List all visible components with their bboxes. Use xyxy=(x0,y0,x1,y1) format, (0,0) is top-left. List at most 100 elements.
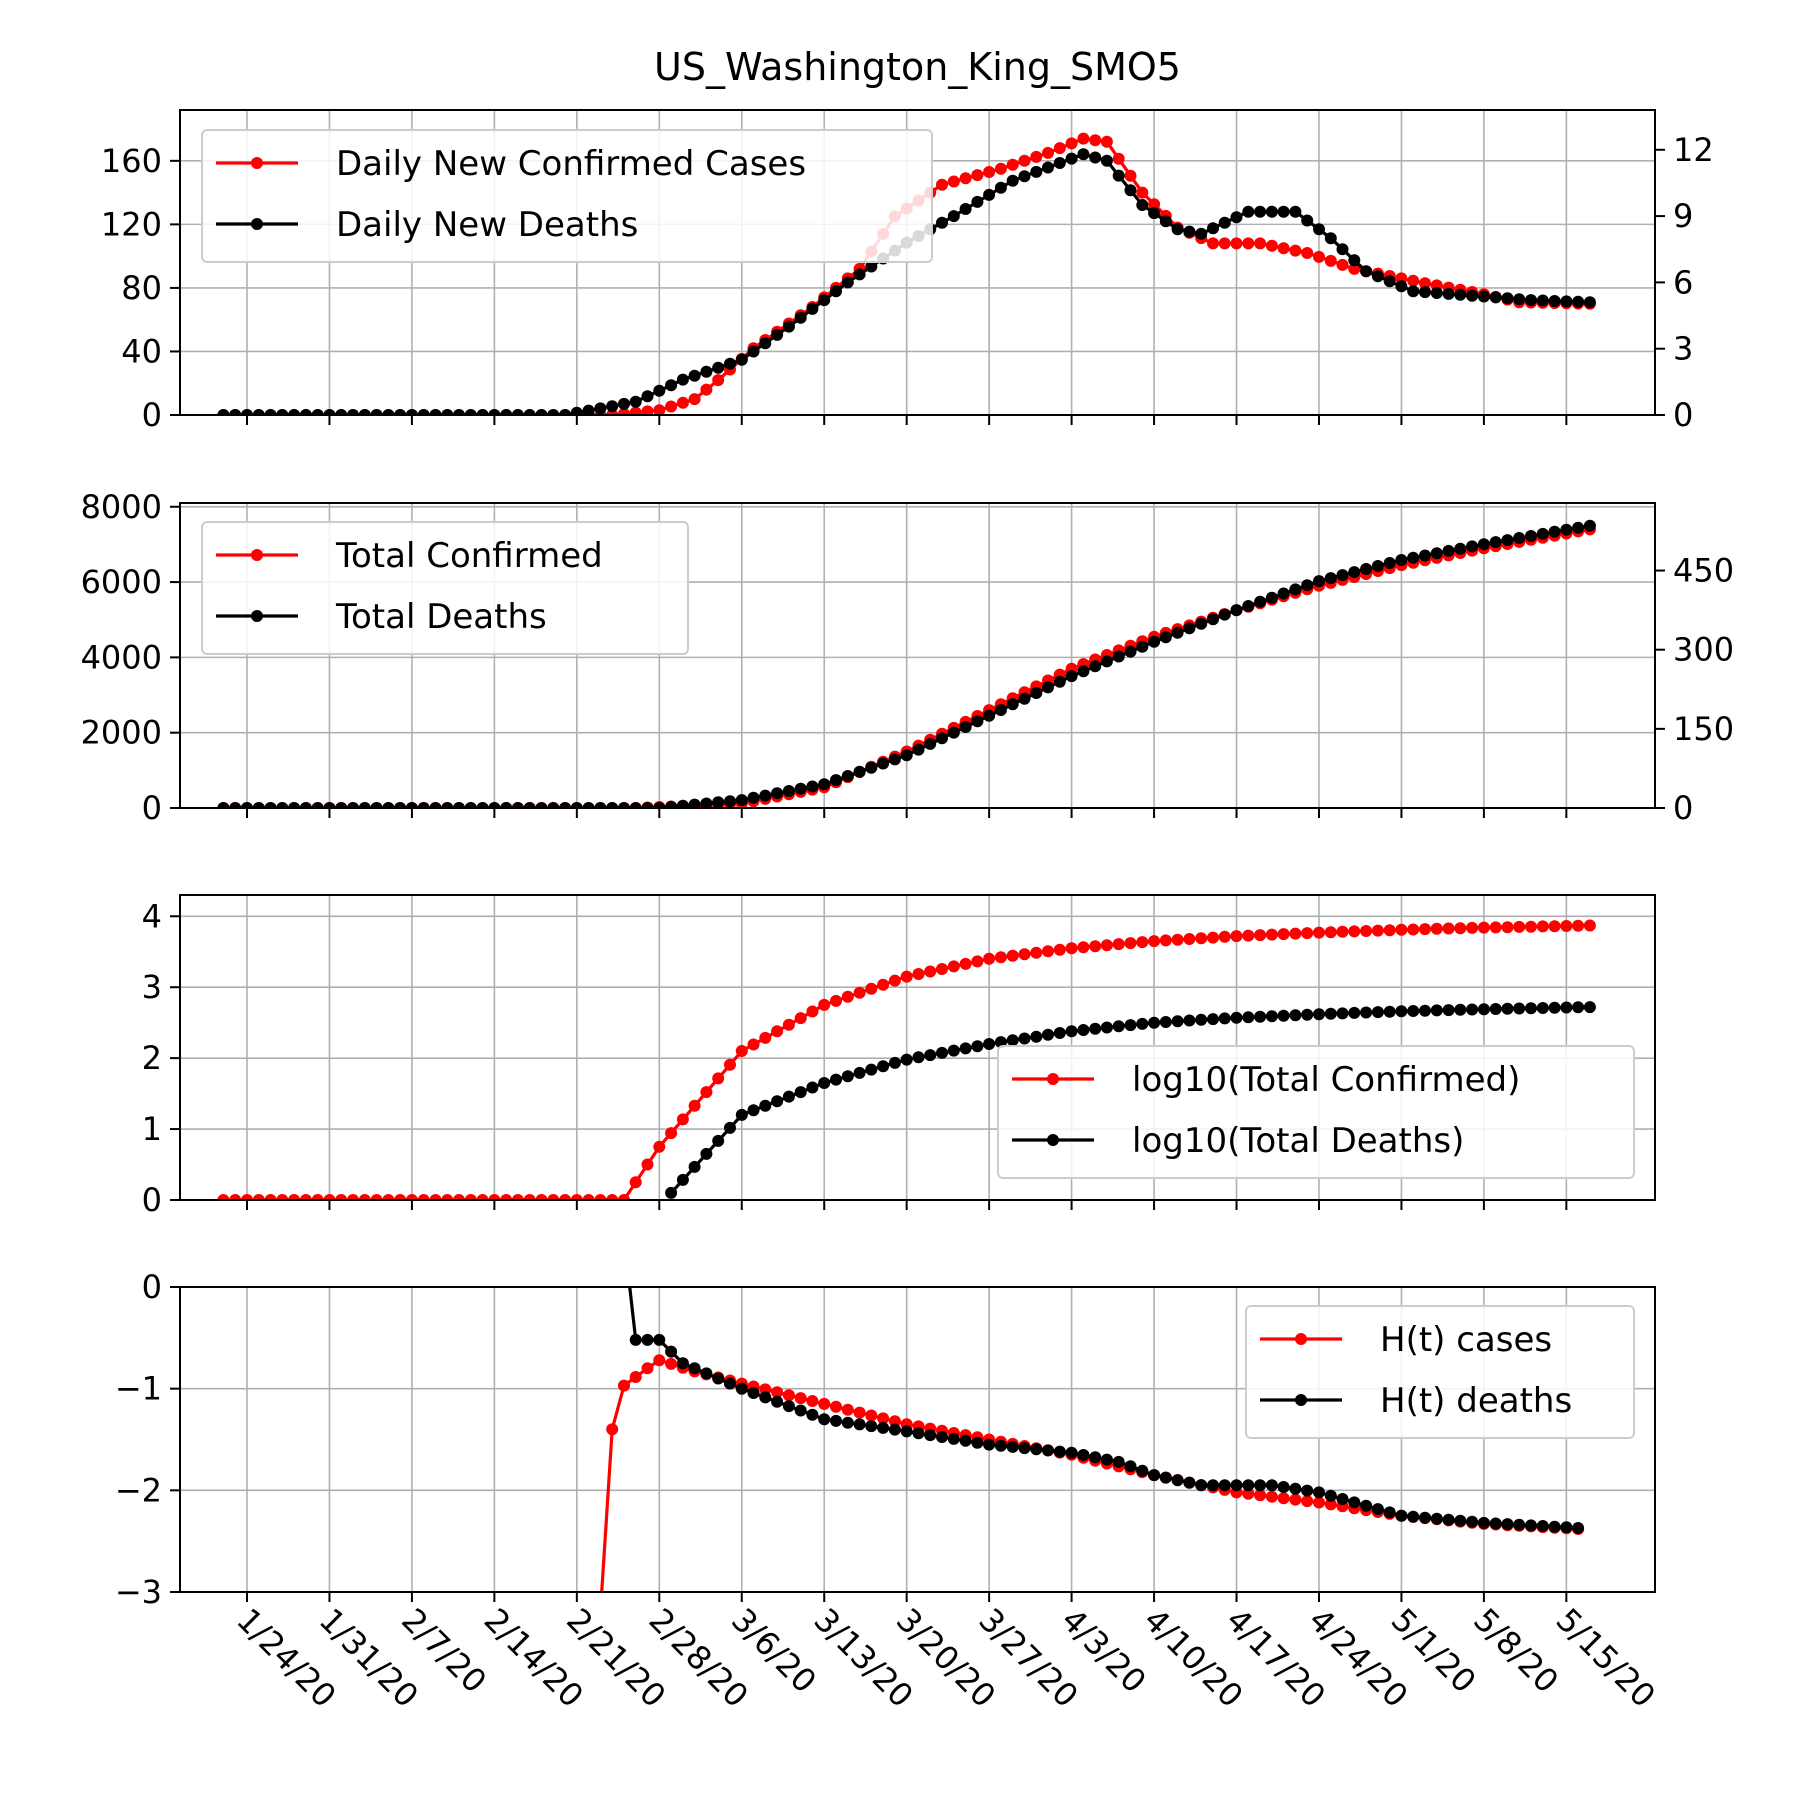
data-point xyxy=(264,802,277,808)
data-point xyxy=(771,328,784,341)
data-point xyxy=(924,1429,937,1442)
y-tick-label-left: 1 xyxy=(142,1110,162,1148)
data-point xyxy=(700,1147,713,1160)
data-point xyxy=(724,1377,736,1390)
data-point xyxy=(1489,1003,1502,1015)
data-point xyxy=(606,802,619,808)
data-point xyxy=(335,1194,348,1200)
data-point xyxy=(252,802,265,808)
data-point xyxy=(1242,1479,1255,1492)
y-tick-label-left: 40 xyxy=(121,332,162,370)
data-point xyxy=(771,1095,784,1108)
data-point xyxy=(912,968,925,980)
data-point xyxy=(912,743,925,756)
data-point xyxy=(806,1408,819,1421)
data-point xyxy=(1371,924,1384,937)
data-point xyxy=(700,365,713,378)
data-point xyxy=(1277,1009,1290,1022)
data-point xyxy=(1407,551,1420,564)
data-point xyxy=(1489,536,1502,549)
data-point xyxy=(1536,1002,1549,1014)
data-point xyxy=(712,796,725,808)
data-point xyxy=(311,802,324,808)
data-point xyxy=(1030,165,1043,178)
y-tick-label-left: 0 xyxy=(142,789,162,827)
legend-box xyxy=(201,521,689,655)
data-point xyxy=(1301,579,1314,592)
y-tick-label-right: 3 xyxy=(1673,330,1693,368)
data-point xyxy=(370,1194,383,1200)
data-point xyxy=(1183,1014,1196,1027)
data-point xyxy=(1112,1020,1125,1033)
data-point xyxy=(1324,232,1337,245)
data-point xyxy=(523,409,536,415)
data-point xyxy=(582,1194,595,1200)
data-point xyxy=(288,802,301,808)
data-point xyxy=(924,965,937,978)
legend-label: Daily New Deaths xyxy=(336,205,638,245)
data-point xyxy=(865,1420,878,1433)
data-point xyxy=(570,406,583,415)
y-tick-label-right: 0 xyxy=(1673,789,1693,827)
data-point xyxy=(1148,1469,1161,1482)
legend-swatch-marker xyxy=(1047,1134,1059,1146)
data-point xyxy=(1254,595,1267,608)
data-point xyxy=(358,802,371,808)
data-point xyxy=(523,1194,536,1200)
data-point xyxy=(888,1415,901,1428)
data-point xyxy=(1136,936,1149,949)
data-point xyxy=(1277,928,1290,941)
data-point xyxy=(1336,925,1349,938)
data-point xyxy=(1148,207,1161,220)
data-point xyxy=(1218,1479,1231,1492)
data-point xyxy=(1525,530,1537,542)
data-point xyxy=(1430,287,1443,299)
data-point xyxy=(1548,1001,1561,1014)
data-point xyxy=(1207,931,1219,944)
data-point xyxy=(782,1400,795,1413)
data-point xyxy=(853,1066,866,1079)
data-point xyxy=(865,982,878,995)
y-tick-label-left: 3 xyxy=(142,968,162,1006)
data-point xyxy=(358,1194,371,1200)
data-point xyxy=(299,1194,312,1200)
data-point xyxy=(217,409,230,415)
data-point xyxy=(264,1194,277,1200)
data-point xyxy=(1442,922,1455,935)
data-point xyxy=(1171,1474,1184,1487)
data-point xyxy=(1301,927,1314,940)
data-point xyxy=(1477,1516,1490,1529)
data-point xyxy=(665,400,678,413)
data-point xyxy=(299,802,312,808)
data-point xyxy=(1383,924,1396,937)
data-point xyxy=(1159,215,1172,228)
data-point xyxy=(252,409,265,415)
data-point xyxy=(1513,920,1526,933)
data-point xyxy=(1371,1503,1384,1516)
data-point xyxy=(1053,675,1066,688)
data-point xyxy=(1265,239,1278,252)
legend-swatch-marker xyxy=(1295,1394,1307,1406)
data-point xyxy=(983,709,996,722)
data-point xyxy=(1100,1453,1113,1466)
data-point xyxy=(1454,288,1467,301)
data-point xyxy=(347,802,359,808)
data-point xyxy=(1042,1444,1054,1457)
data-point xyxy=(1124,645,1137,658)
data-point xyxy=(1065,670,1078,683)
data-point xyxy=(1042,146,1054,159)
legend: Daily New Confirmed Cases Daily New Death… xyxy=(201,129,933,263)
data-point xyxy=(994,162,1007,175)
y-tick-label-left: −1 xyxy=(115,1370,162,1408)
data-point xyxy=(1077,1449,1090,1461)
data-point xyxy=(1006,949,1019,962)
data-point xyxy=(464,1194,477,1200)
data-point xyxy=(1254,237,1267,250)
data-point xyxy=(1112,1455,1125,1468)
data-point xyxy=(241,409,253,415)
data-point xyxy=(676,1357,689,1370)
data-point xyxy=(665,1357,678,1370)
data-point xyxy=(453,802,465,808)
data-point xyxy=(900,1425,913,1438)
data-point xyxy=(1030,1030,1043,1043)
